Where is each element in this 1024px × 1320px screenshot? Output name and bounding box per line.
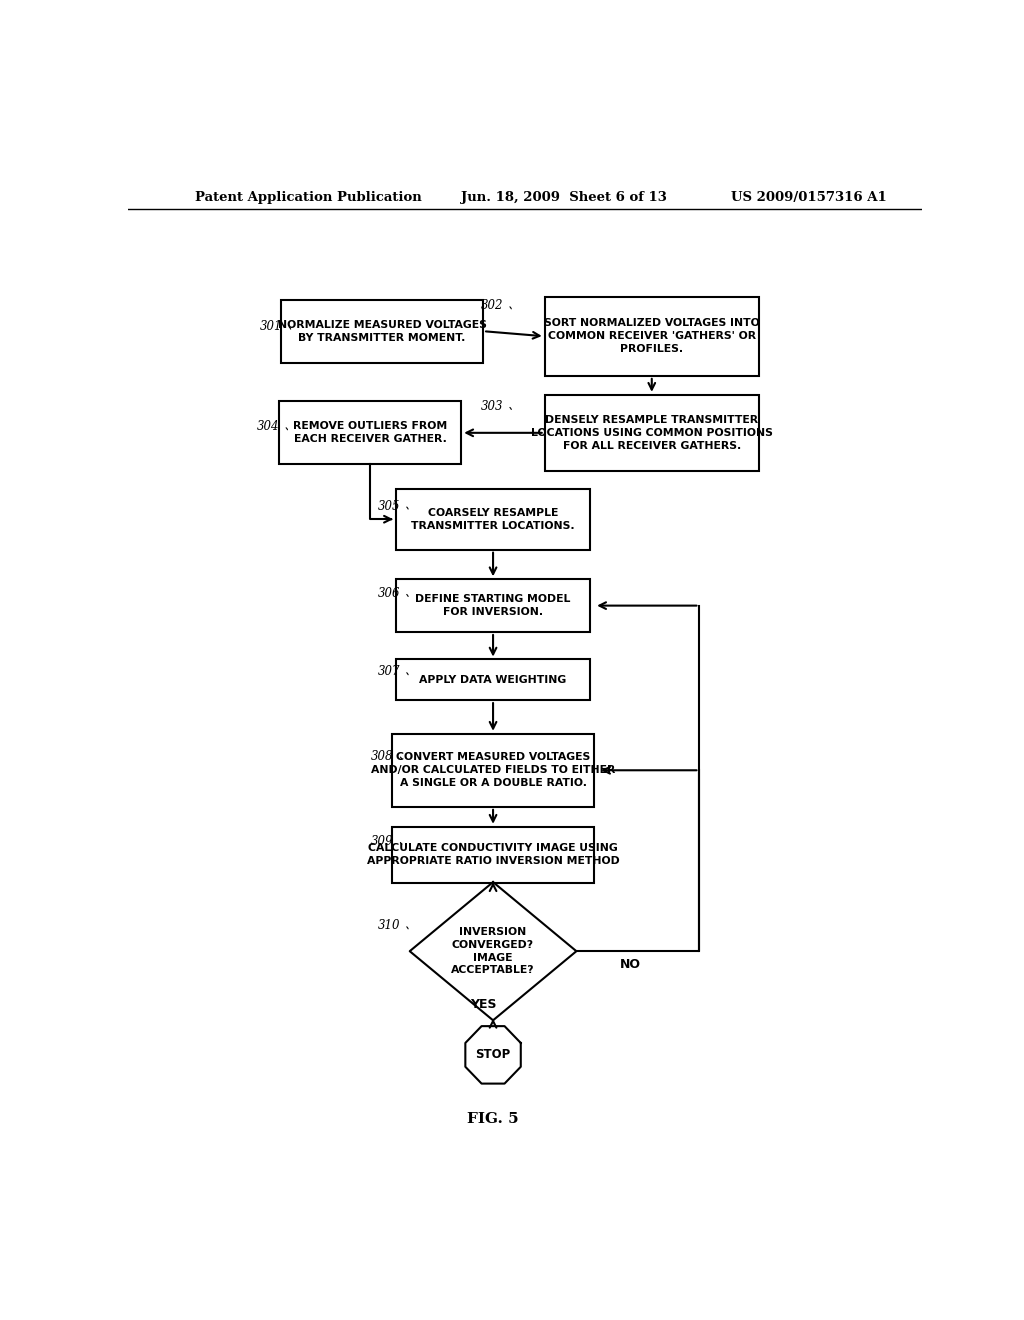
Text: 307: 307 [378,665,400,678]
FancyBboxPatch shape [396,660,590,700]
FancyBboxPatch shape [392,826,594,883]
Text: NORMALIZE MEASURED VOLTAGES
BY TRANSMITTER MOMENT.: NORMALIZE MEASURED VOLTAGES BY TRANSMITT… [278,319,486,343]
FancyBboxPatch shape [396,488,590,549]
Text: CONVERT MEASURED VOLTAGES
AND/OR CALCULATED FIELDS TO EITHER
A SINGLE OR A DOUBL: CONVERT MEASURED VOLTAGES AND/OR CALCULA… [371,752,615,788]
Text: NO: NO [620,958,641,972]
Text: CALCULATE CONDUCTIVITY IMAGE USING
APPROPRIATE RATIO INVERSION METHOD: CALCULATE CONDUCTIVITY IMAGE USING APPRO… [367,843,620,866]
Text: APPLY DATA WEIGHTING: APPLY DATA WEIGHTING [420,675,566,685]
Text: 309: 309 [372,836,394,847]
Text: 306: 306 [378,587,400,599]
Text: REMOVE OUTLIERS FROM
EACH RECEIVER GATHER.: REMOVE OUTLIERS FROM EACH RECEIVER GATHE… [293,421,447,445]
Text: 308: 308 [372,750,394,763]
Text: INVERSION
CONVERGED?
IMAGE
ACCEPTABLE?: INVERSION CONVERGED? IMAGE ACCEPTABLE? [452,927,535,975]
Text: COARSELY RESAMPLE
TRANSMITTER LOCATIONS.: COARSELY RESAMPLE TRANSMITTER LOCATIONS. [412,508,574,531]
Polygon shape [465,1026,521,1084]
FancyBboxPatch shape [392,734,594,807]
Polygon shape [410,882,577,1020]
Text: SORT NORMALIZED VOLTAGES INTO
COMMON RECEIVER 'GATHERS' OR
PROFILES.: SORT NORMALIZED VOLTAGES INTO COMMON REC… [544,318,760,354]
Text: Patent Application Publication: Patent Application Publication [196,190,422,203]
FancyBboxPatch shape [545,297,759,376]
FancyBboxPatch shape [545,395,759,471]
Text: 302: 302 [481,300,504,313]
Text: 303: 303 [481,400,504,413]
Text: STOP: STOP [475,1048,511,1061]
Text: DEFINE STARTING MODEL
FOR INVERSION.: DEFINE STARTING MODEL FOR INVERSION. [416,594,570,616]
FancyBboxPatch shape [281,300,483,363]
FancyBboxPatch shape [279,401,462,465]
FancyBboxPatch shape [396,579,590,632]
Text: 304: 304 [257,420,280,433]
Text: 305: 305 [378,499,400,512]
Text: Jun. 18, 2009  Sheet 6 of 13: Jun. 18, 2009 Sheet 6 of 13 [461,190,668,203]
Text: DENSELY RESAMPLE TRANSMITTER
LOCATIONS USING COMMON POSITIONS
FOR ALL RECEIVER G: DENSELY RESAMPLE TRANSMITTER LOCATIONS U… [530,414,773,450]
Text: FIG. 5: FIG. 5 [467,1111,519,1126]
Text: 310: 310 [378,919,400,932]
Text: US 2009/0157316 A1: US 2009/0157316 A1 [731,190,887,203]
Text: YES: YES [470,998,497,1011]
Text: 301: 301 [260,319,283,333]
